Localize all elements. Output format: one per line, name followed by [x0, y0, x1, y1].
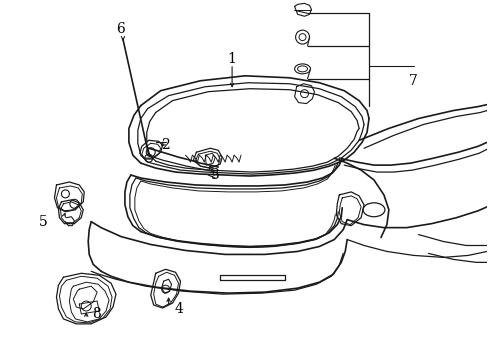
Text: 7: 7: [408, 74, 417, 88]
Text: 8: 8: [92, 307, 101, 321]
Text: 4: 4: [174, 302, 183, 316]
Text: 6: 6: [116, 22, 125, 36]
Text: 1: 1: [227, 52, 236, 66]
Text: 2: 2: [161, 138, 170, 152]
Text: 5: 5: [39, 215, 48, 229]
Text: 3: 3: [210, 168, 219, 182]
